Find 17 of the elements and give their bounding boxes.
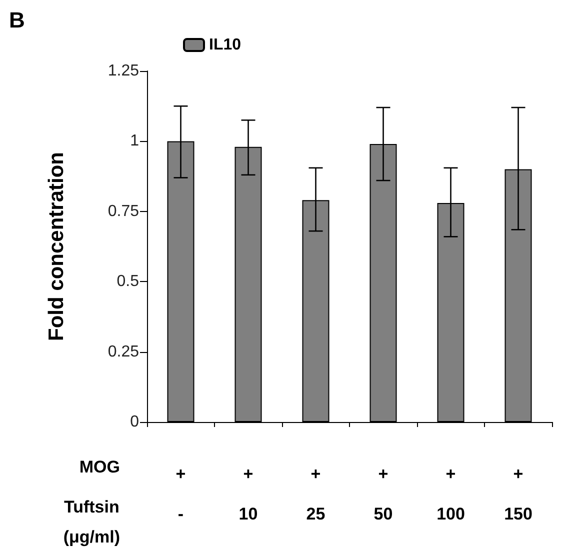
y-tick-label: 1.25: [108, 62, 140, 80]
chart-title: B: [9, 8, 25, 32]
text: Tuftsin (μg/ml): [63, 498, 120, 546]
category-label: + 25: [306, 464, 326, 524]
y-tick-label: 0: [130, 414, 140, 430]
y-tick-label: 1: [130, 132, 140, 150]
text: MOG: [79, 458, 120, 476]
category-label: + 150: [504, 464, 532, 524]
category-label: + 50: [374, 464, 393, 524]
y-tick-label: 0.5: [116, 273, 140, 290]
category-label: + -: [176, 464, 186, 524]
category-label: + 100: [436, 464, 465, 524]
y-tick-label: 0.25: [108, 343, 140, 360]
category-label: + 10: [238, 464, 258, 524]
legend-label: IL10: [209, 36, 242, 54]
y-tick-label: 0.75: [108, 202, 140, 220]
y-axis-title: Fold concentration: [45, 152, 68, 341]
